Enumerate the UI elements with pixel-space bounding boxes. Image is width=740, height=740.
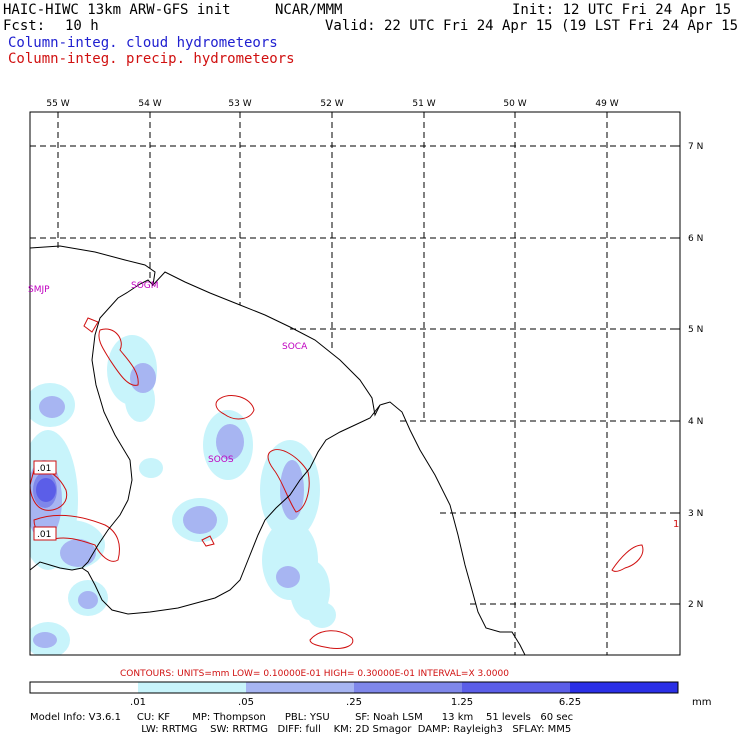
shaded-field [30, 112, 680, 655]
coastline [30, 245, 526, 655]
lat-label: 3 N [688, 509, 703, 519]
model-title: HAIC-HIWC 13km ARW-GFS init [3, 2, 231, 18]
station-label: SMJP [28, 285, 50, 295]
graticule [30, 112, 680, 655]
lat-label: 6 N [688, 234, 703, 244]
colorbar-unit: mm [692, 697, 711, 708]
model-info-line-2: LW: RRTMG SW: RRTMG DIFF: full KM: 2D Sm… [30, 724, 572, 735]
colorbar-swatch [246, 682, 354, 693]
map-frame [29, 111, 681, 656]
org-label: NCAR/MMM [275, 2, 343, 18]
contour-value-labels: .01 .01 1 [33, 460, 679, 541]
lon-label: 51 W [412, 99, 435, 109]
colorbar-swatch [30, 682, 138, 693]
colorbar-tick: 6.25 [559, 697, 581, 708]
colorbar-swatch [354, 682, 462, 693]
station-labels: SMJP SOGM SOCA SOOS [28, 281, 308, 465]
longitude-labels: 55 W 54 W 53 W 52 W 51 W 50 W 49 W [46, 99, 618, 109]
shade-level-4 [36, 478, 56, 502]
contour-label-box [33, 526, 57, 541]
valid-time: Valid: 22 UTC Fri 24 Apr 15 (19 LST Fri … [325, 18, 740, 34]
lon-label: 52 W [320, 99, 343, 109]
colorbar: .01 .05 .25 1.25 6.25 mm [29, 681, 711, 708]
lat-label: 7 N [688, 142, 703, 152]
field-precip-label: Column-integ. precip. hydrometeors [8, 51, 295, 67]
lon-label: 55 W [46, 99, 69, 109]
contour-label: .01 [37, 530, 51, 540]
contours-info: CONTOURS: UNITS=mm LOW= 0.10000E-01 HIGH… [120, 669, 509, 679]
latitude-labels: 7 N 6 N 5 N 4 N 3 N 2 N [688, 142, 703, 610]
lon-label: 50 W [503, 99, 526, 109]
lat-label: 4 N [688, 417, 703, 427]
colorbar-tick: .01 [130, 697, 146, 708]
axis-ticks [57, 112, 680, 605]
colorbar-tick: .05 [238, 697, 254, 708]
colorbar-tick: 1.25 [451, 697, 473, 708]
contour-label-box [33, 460, 57, 475]
station-label: SOGM [131, 281, 159, 291]
edge-contour-label: 1 [673, 519, 679, 530]
colorbar-swatch [138, 682, 246, 693]
colorbar-tick: .25 [346, 697, 362, 708]
lat-label: 5 N [688, 325, 703, 335]
station-label: SOCA [282, 342, 308, 352]
fcst-label: Fcst: [3, 18, 46, 34]
lon-label: 49 W [595, 99, 618, 109]
colorbar-swatch [570, 682, 678, 693]
station-label: SOOS [208, 455, 234, 465]
colorbar-frame [29, 681, 679, 694]
lon-label: 53 W [228, 99, 251, 109]
field-cloud-label: Column-integ. cloud hydrometeors [8, 35, 278, 51]
colorbar-swatch [462, 682, 570, 693]
lat-label: 2 N [688, 600, 703, 610]
contour-label: .01 [37, 464, 51, 474]
lon-label: 54 W [138, 99, 161, 109]
model-info-line-1: Model Info: V3.6.1 CU: KF MP: Thompson P… [30, 712, 574, 723]
fcst-value: 10 h [65, 18, 99, 34]
init-time: Init: 12 UTC Fri 24 Apr 15 [512, 2, 732, 18]
